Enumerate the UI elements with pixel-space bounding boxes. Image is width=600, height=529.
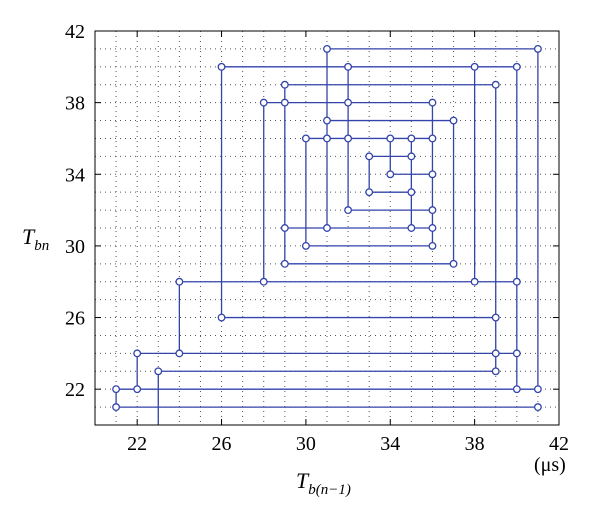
x-tick-label: 30	[296, 433, 316, 455]
data-point-marker	[428, 224, 437, 232]
x-tick-label: 22	[127, 433, 147, 455]
plot-frame	[94, 30, 560, 426]
tick-layer: 22 26 30 34 38 42 22 26 30 34 38 42	[65, 21, 569, 455]
data-point-marker	[512, 385, 521, 394]
data-point-marker	[428, 241, 437, 250]
data-point-marker	[259, 277, 268, 286]
y-axis-label-subscript: bn	[34, 238, 49, 254]
data-point-marker	[280, 259, 289, 268]
data-point-marker	[112, 403, 121, 412]
x-tick-label: 34	[380, 433, 400, 455]
data-point-marker	[428, 134, 437, 143]
y-tick-label: 34	[65, 164, 85, 186]
data-point-marker	[154, 367, 163, 376]
data-point-marker	[301, 241, 310, 250]
data-point-marker	[323, 224, 331, 232]
data-point-marker	[491, 80, 500, 89]
data-point-marker	[386, 134, 395, 143]
data-point-marker	[217, 313, 226, 322]
x-axis-label-main: T	[296, 468, 310, 493]
data-point-marker	[407, 224, 416, 232]
data-point-marker	[407, 152, 416, 161]
data-point-marker	[175, 349, 184, 358]
data-point-marker	[449, 259, 458, 268]
data-point-marker	[533, 385, 542, 394]
y-axis-label: Tbn	[22, 224, 49, 254]
data-point-marker	[428, 98, 437, 107]
data-point-marker	[280, 224, 289, 232]
data-point-marker	[323, 44, 331, 53]
data-point-marker	[407, 134, 416, 143]
x-axis-label-subscript: b(n−1)	[308, 482, 351, 498]
y-tick-label: 38	[65, 93, 85, 115]
y-tick-label: 30	[65, 236, 85, 258]
y-axis-label-main: T	[22, 224, 36, 249]
data-point-marker	[175, 277, 184, 286]
data-point-marker	[533, 403, 542, 412]
data-point-marker	[323, 116, 331, 125]
data-point-marker	[344, 206, 353, 215]
marker-layer	[112, 44, 542, 412]
data-point-marker	[512, 349, 521, 358]
data-point-marker	[133, 385, 142, 394]
data-point-marker	[323, 134, 331, 143]
data-point-marker	[301, 134, 310, 143]
data-point-marker	[280, 98, 289, 107]
y-tick-label: 22	[65, 379, 85, 401]
data-point-marker	[344, 62, 353, 71]
data-point-marker	[407, 188, 416, 197]
data-point-marker	[112, 385, 121, 394]
x-tick-label: 26	[212, 433, 232, 455]
data-point-marker	[259, 98, 268, 107]
data-point-marker	[470, 277, 479, 286]
x-tick-label: 38	[465, 433, 485, 455]
data-point-marker	[365, 188, 374, 197]
data-point-marker	[512, 277, 521, 286]
y-tick-label: 42	[65, 21, 85, 43]
data-point-marker	[428, 170, 437, 179]
data-point-marker	[491, 367, 500, 376]
y-tick-label: 26	[65, 308, 85, 330]
data-point-marker	[533, 44, 542, 53]
data-point-marker	[280, 80, 289, 89]
x-tick-label: 42	[549, 433, 569, 455]
data-point-marker	[428, 206, 437, 215]
data-point-marker	[344, 134, 353, 143]
x-unit-label: (μs)	[534, 454, 566, 476]
data-point-marker	[512, 62, 521, 71]
data-point-marker	[449, 116, 458, 125]
data-point-marker	[133, 349, 142, 358]
data-point-marker	[365, 152, 374, 161]
data-point-marker	[217, 62, 226, 71]
data-point-marker	[491, 349, 500, 358]
x-axis-label: Tb(n−1)	[296, 468, 351, 498]
data-point-marker	[386, 170, 395, 179]
data-point-marker	[344, 98, 353, 107]
data-point-marker	[470, 62, 479, 71]
data-point-marker	[491, 313, 500, 322]
